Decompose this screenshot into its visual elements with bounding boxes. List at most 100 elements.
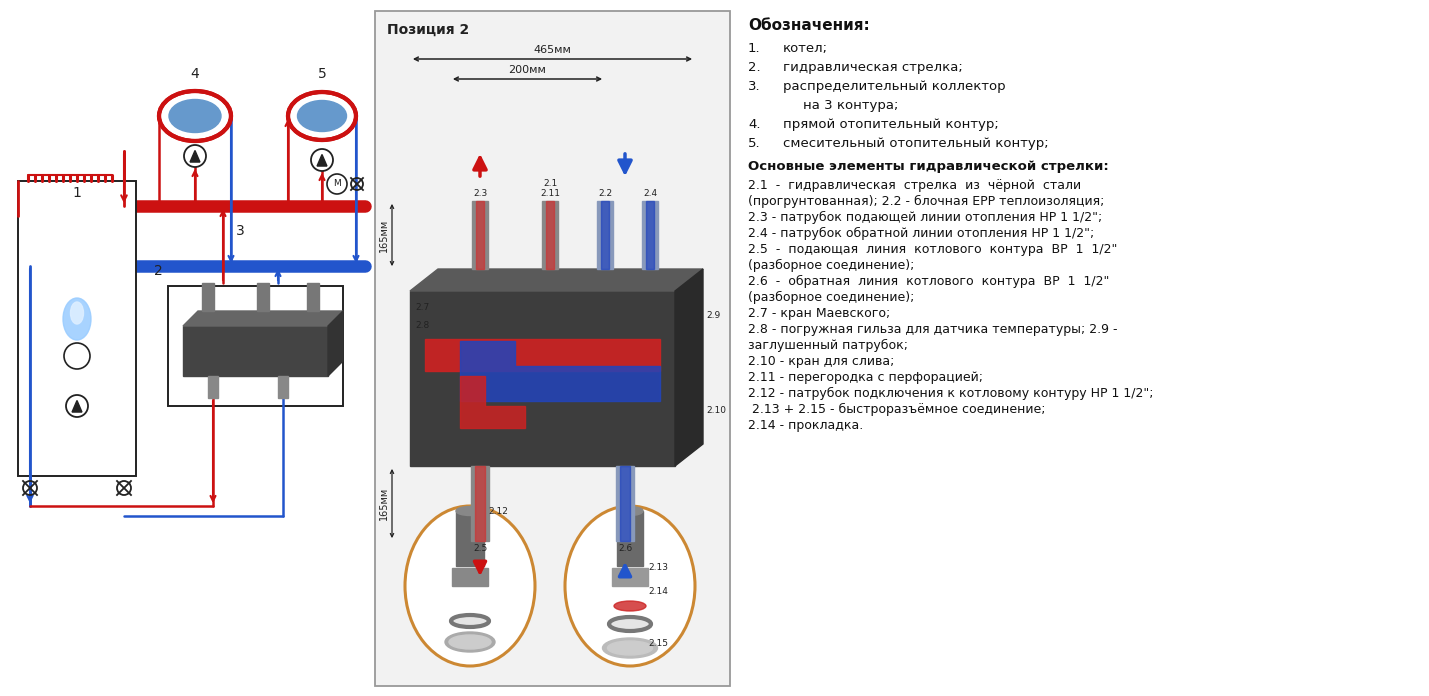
Ellipse shape	[289, 92, 356, 140]
Ellipse shape	[159, 91, 231, 141]
Bar	[476, 201, 484, 269]
Bar	[616, 466, 634, 541]
Polygon shape	[329, 311, 343, 376]
Text: 165мм: 165мм	[379, 219, 389, 252]
Bar	[456, 511, 484, 566]
Polygon shape	[460, 341, 660, 401]
Bar	[424, 339, 660, 371]
Text: 2.3 - патрубок подающей линии отопления НР 1 1/2";: 2.3 - патрубок подающей линии отопления …	[747, 211, 1102, 224]
Text: 2.14 - прокладка.: 2.14 - прокладка.	[747, 419, 863, 432]
Ellipse shape	[297, 100, 346, 132]
Circle shape	[184, 145, 206, 167]
Text: 1: 1	[73, 186, 81, 200]
Ellipse shape	[603, 638, 657, 658]
Text: 3.: 3.	[747, 80, 760, 93]
Text: (разборное соединение);: (разборное соединение);	[747, 291, 915, 304]
Text: 3: 3	[236, 224, 244, 238]
Bar	[452, 568, 487, 586]
Bar	[410, 291, 674, 466]
Ellipse shape	[614, 601, 646, 611]
Polygon shape	[460, 376, 524, 428]
Text: прямой отопительный контур;: прямой отопительный контур;	[783, 118, 999, 131]
Text: (прогрунтованная); 2.2 - блочная ЕРР теплоизоляция;: (прогрунтованная); 2.2 - блочная ЕРР теп…	[747, 195, 1105, 208]
Text: 2.: 2.	[747, 61, 760, 74]
Text: 2.4 - патрубок обратной линии отопления НР 1 1/2";: 2.4 - патрубок обратной линии отопления …	[747, 227, 1095, 240]
Ellipse shape	[444, 632, 494, 652]
Text: 2.3: 2.3	[473, 189, 487, 198]
Text: 2.12: 2.12	[487, 507, 507, 516]
Bar	[620, 466, 630, 541]
Circle shape	[312, 149, 333, 171]
Text: 2.10 - кран для слива;: 2.10 - кран для слива;	[747, 355, 895, 368]
Text: (разборное соединение);: (разборное соединение);	[747, 259, 915, 272]
Bar	[169, 286, 343, 406]
Polygon shape	[71, 400, 81, 412]
Text: Позиция 2: Позиция 2	[387, 23, 469, 37]
Text: гидравлическая стрелка;: гидравлическая стрелка;	[783, 61, 963, 74]
Bar	[646, 201, 654, 269]
Text: 2.14: 2.14	[647, 587, 667, 596]
Ellipse shape	[564, 506, 694, 666]
Text: 165мм: 165мм	[379, 487, 389, 520]
Bar	[542, 201, 557, 269]
Text: 2.10: 2.10	[706, 406, 726, 415]
Text: 2.8: 2.8	[414, 321, 429, 330]
Text: 2.1  -  гидравлическая  стрелка  из  чёрной  стали: 2.1 - гидравлическая стрелка из чёрной с…	[747, 179, 1082, 192]
Bar	[279, 376, 289, 398]
Text: 2.12 - патрубок подключения к котловому контуру НР 1 1/2";: 2.12 - патрубок подключения к котловому …	[747, 387, 1153, 400]
Text: 2.13: 2.13	[647, 564, 667, 573]
Bar	[374, 11, 730, 686]
Ellipse shape	[70, 302, 83, 324]
Text: M: M	[333, 180, 342, 189]
Ellipse shape	[452, 615, 489, 627]
Bar	[19, 181, 136, 476]
Polygon shape	[674, 269, 703, 466]
Bar	[642, 201, 657, 269]
Ellipse shape	[169, 100, 221, 132]
Ellipse shape	[456, 507, 484, 516]
Text: 2.5: 2.5	[473, 544, 487, 553]
Text: 1.: 1.	[747, 42, 760, 55]
Bar	[602, 201, 609, 269]
Bar	[597, 201, 613, 269]
Text: 2.4: 2.4	[643, 189, 657, 198]
Polygon shape	[190, 150, 200, 162]
Text: 4.: 4.	[747, 118, 760, 131]
Ellipse shape	[63, 298, 91, 340]
Text: Основные элементы гидравлической стрелки:: Основные элементы гидравлической стрелки…	[747, 160, 1109, 173]
Bar	[201, 283, 214, 311]
Text: котел;: котел;	[783, 42, 827, 55]
Ellipse shape	[449, 635, 492, 649]
Bar	[472, 466, 489, 541]
Bar	[183, 326, 329, 376]
Text: 4: 4	[190, 67, 200, 81]
Ellipse shape	[617, 507, 643, 516]
Text: смесительный отопительный контур;: смесительный отопительный контур;	[783, 137, 1049, 150]
Text: 2.7: 2.7	[414, 303, 429, 312]
Text: на 3 контура;: на 3 контура;	[803, 99, 899, 112]
Circle shape	[327, 174, 347, 194]
Ellipse shape	[404, 506, 534, 666]
Bar	[612, 568, 647, 586]
Bar	[209, 376, 219, 398]
Text: 2.13 + 2.15 - быстроразъёмное соединение;: 2.13 + 2.15 - быстроразъёмное соединение…	[747, 403, 1046, 416]
Text: 5.: 5.	[747, 137, 760, 150]
Ellipse shape	[607, 641, 653, 655]
Text: распределительный коллектор: распределительный коллектор	[783, 80, 1006, 93]
Text: 2.11 - перегородка с перфорацией;: 2.11 - перегородка с перфорацией;	[747, 371, 983, 384]
Bar	[474, 466, 484, 541]
Ellipse shape	[609, 617, 652, 631]
Text: Обозначения:: Обозначения:	[747, 18, 870, 33]
Text: 2: 2	[154, 264, 163, 278]
Text: 2.8 - погружная гильза для датчика температуры; 2.9 -: 2.8 - погружная гильза для датчика темпе…	[747, 323, 1117, 336]
Text: 2.2: 2.2	[597, 189, 612, 198]
Text: заглушенный патрубок;: заглушенный патрубок;	[747, 339, 907, 352]
Text: 2.7 - кран Маевского;: 2.7 - кран Маевского;	[747, 307, 890, 320]
Bar	[257, 283, 269, 311]
Text: 5: 5	[317, 67, 326, 81]
Text: 2.1
2.11: 2.1 2.11	[540, 179, 560, 198]
Bar	[307, 283, 319, 311]
Text: 2.5  -  подающая  линия  котлового  контура  ВР  1  1/2": 2.5 - подающая линия котлового контура В…	[747, 243, 1117, 256]
Text: 2.6: 2.6	[617, 544, 632, 553]
Polygon shape	[410, 269, 703, 291]
